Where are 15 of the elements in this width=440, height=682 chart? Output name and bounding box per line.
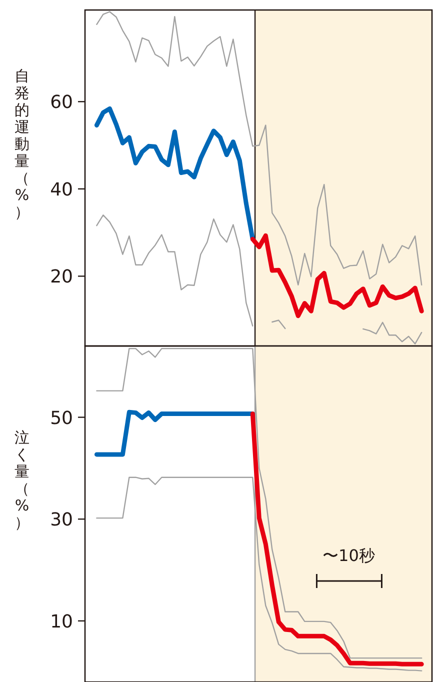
line-series <box>250 233 424 318</box>
y-axis-title: 泣く量（%） <box>14 428 30 532</box>
line-series <box>96 476 422 672</box>
y-tick-label: 10 <box>50 611 73 632</box>
y-tick-label: 30 <box>50 510 73 531</box>
y-tick-label: 60 <box>50 92 73 114</box>
y-tick-label: 20 <box>50 266 73 288</box>
line-series <box>96 11 422 286</box>
text: 自発的運動量（%） <box>14 67 30 221</box>
line-series <box>96 348 422 659</box>
annotation: 〜10秒 <box>322 546 375 566</box>
y-tick-label: 40 <box>50 179 73 200</box>
y-tick-label: 50 <box>50 408 73 429</box>
line-series <box>94 106 255 242</box>
line-series <box>250 411 424 666</box>
